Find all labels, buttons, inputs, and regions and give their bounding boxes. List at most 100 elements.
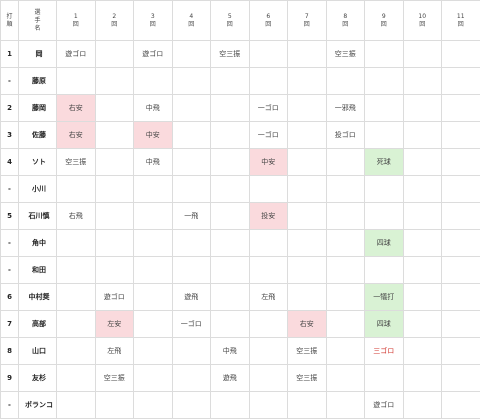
at-bat-result <box>403 257 442 284</box>
table-row: -ポランコ遊ゴロ <box>1 392 480 419</box>
at-bat-result <box>134 68 173 95</box>
batting-order: 6 <box>1 284 19 311</box>
at-bat-result <box>442 95 480 122</box>
inning-suffix: 回 <box>381 21 387 29</box>
at-bat-result <box>249 338 288 365</box>
at-bat-result <box>288 95 327 122</box>
at-bat-result: 遊飛 <box>172 284 211 311</box>
at-bat-result <box>403 338 442 365</box>
inning-suffix: 回 <box>265 21 271 29</box>
at-bat-result <box>95 176 134 203</box>
at-bat-result: 右安 <box>57 122 96 149</box>
player-name: 小川 <box>19 176 57 203</box>
batting-order: 5 <box>1 203 19 230</box>
at-bat-result: 一犠打 <box>365 284 404 311</box>
inning-suffix: 回 <box>419 21 425 29</box>
at-bat-result: 右飛 <box>57 203 96 230</box>
inning-suffix: 回 <box>111 21 117 29</box>
at-bat-result <box>57 230 96 257</box>
at-bat-result <box>326 149 365 176</box>
at-bat-result: 中飛 <box>134 149 173 176</box>
at-bat-result <box>134 284 173 311</box>
at-bat-result <box>57 392 96 419</box>
player-name: 中村奨 <box>19 284 57 311</box>
at-bat-result: 空三振 <box>288 365 327 392</box>
at-bat-result <box>249 176 288 203</box>
at-bat-result: 投ゴロ <box>326 122 365 149</box>
at-bat-result <box>211 149 250 176</box>
at-bat-result <box>57 284 96 311</box>
at-bat-result <box>134 203 173 230</box>
batting-order: - <box>1 230 19 257</box>
at-bat-result: 四球 <box>365 230 404 257</box>
at-bat-result <box>326 284 365 311</box>
at-bat-result <box>95 392 134 419</box>
at-bat-result: 空三振 <box>95 365 134 392</box>
player-name: 石川慎 <box>19 203 57 230</box>
at-bat-result <box>249 230 288 257</box>
at-bat-result <box>57 365 96 392</box>
table-row: -藤原 <box>1 68 480 95</box>
at-bat-result: 左安 <box>95 311 134 338</box>
inning-number: 5 <box>228 13 232 21</box>
at-bat-result: 空三振 <box>57 149 96 176</box>
at-bat-result <box>172 176 211 203</box>
at-bat-result <box>134 338 173 365</box>
player-name: 山口 <box>19 338 57 365</box>
player-name: 藤原 <box>19 68 57 95</box>
at-bat-result <box>95 95 134 122</box>
at-bat-result <box>442 392 480 419</box>
at-bat-result <box>365 122 404 149</box>
header-batting-order: 打順 <box>1 1 19 41</box>
player-name: ポランコ <box>19 392 57 419</box>
at-bat-result <box>211 392 250 419</box>
at-bat-result: 一飛 <box>172 203 211 230</box>
at-bat-result <box>288 149 327 176</box>
at-bat-result <box>442 122 480 149</box>
at-bat-result <box>442 284 480 311</box>
at-bat-result: 遊ゴロ <box>57 41 96 68</box>
at-bat-result <box>403 203 442 230</box>
player-name: 佐藤 <box>19 122 57 149</box>
at-bat-result <box>288 122 327 149</box>
batting-order: - <box>1 257 19 284</box>
at-bat-result <box>249 311 288 338</box>
batting-order: 8 <box>1 338 19 365</box>
header-player-name-char: 名 <box>34 25 40 33</box>
at-bat-result <box>403 230 442 257</box>
at-bat-result <box>95 257 134 284</box>
inning-suffix: 回 <box>150 21 156 29</box>
at-bat-result <box>442 149 480 176</box>
at-bat-result: 遊飛 <box>211 365 250 392</box>
at-bat-result <box>172 365 211 392</box>
inning-number: 2 <box>112 13 116 21</box>
batting-order: 9 <box>1 365 19 392</box>
at-bat-result <box>288 203 327 230</box>
at-bat-result <box>403 41 442 68</box>
at-bat-result <box>365 203 404 230</box>
at-bat-result <box>442 176 480 203</box>
at-bat-result <box>172 338 211 365</box>
at-bat-result <box>442 338 480 365</box>
at-bat-result: 中飛 <box>211 338 250 365</box>
at-bat-result <box>211 95 250 122</box>
at-bat-result <box>134 230 173 257</box>
at-bat-result <box>249 68 288 95</box>
at-bat-result <box>442 203 480 230</box>
at-bat-result: 投安 <box>249 203 288 230</box>
inning-number: 3 <box>151 13 155 21</box>
at-bat-result <box>172 257 211 284</box>
at-bat-result <box>95 149 134 176</box>
at-bat-result <box>365 41 404 68</box>
table-row: -和田 <box>1 257 480 284</box>
at-bat-result <box>365 176 404 203</box>
batting-order: 4 <box>1 149 19 176</box>
at-bat-result <box>403 95 442 122</box>
inning-number: 9 <box>382 13 386 21</box>
at-bat-result <box>134 311 173 338</box>
